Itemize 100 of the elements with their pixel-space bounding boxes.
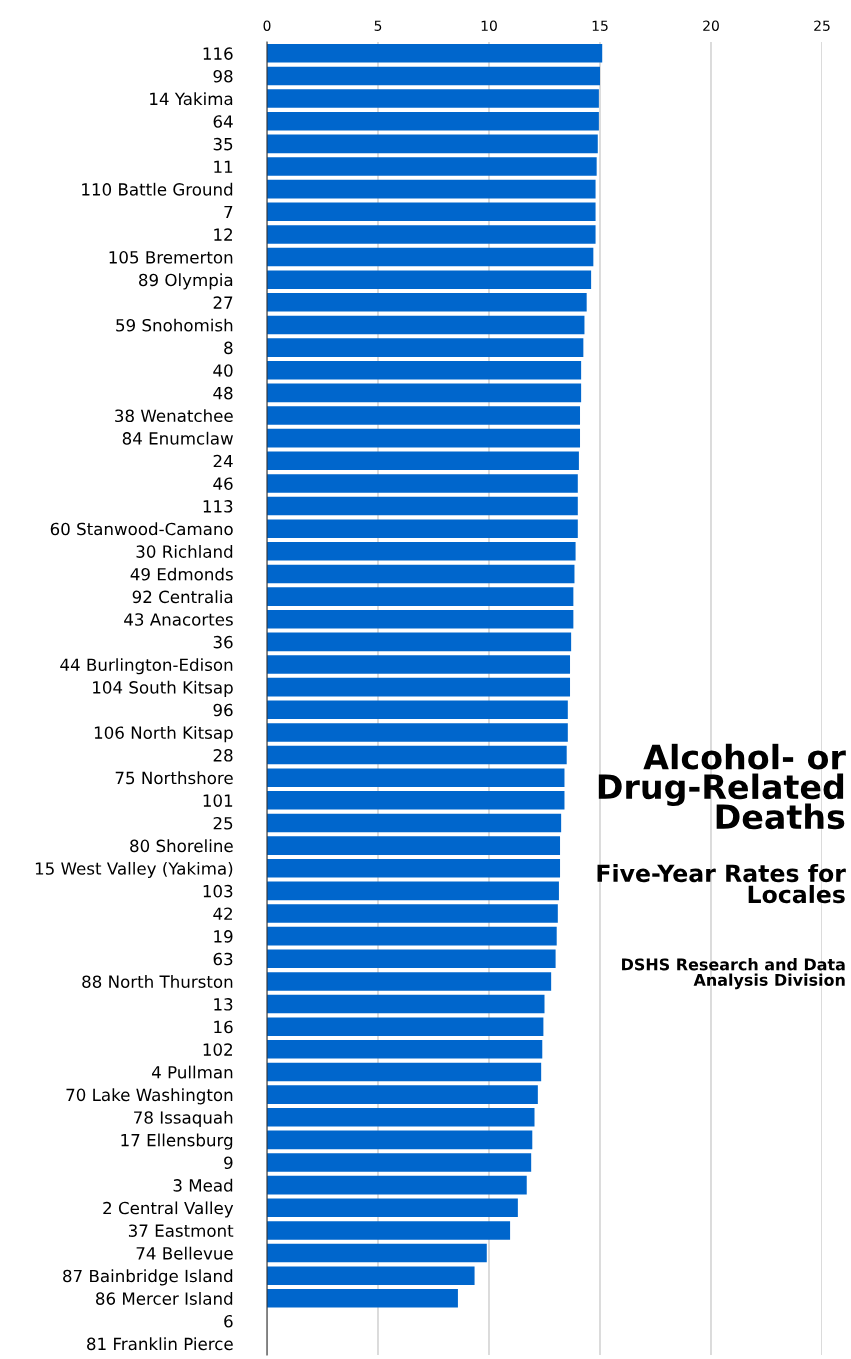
bar — [267, 700, 568, 720]
y-tick-label: 24 — [213, 454, 233, 468]
bar — [267, 881, 559, 901]
y-tick-label: 16 — [214, 1020, 233, 1034]
bar — [267, 768, 565, 787]
y-tick-label: 9 — [224, 1156, 233, 1170]
y-tick-label: 75 Northshore — [115, 771, 233, 785]
y-tick-label: 80 Shoreline — [130, 839, 233, 853]
bar — [267, 632, 572, 652]
bar — [267, 587, 574, 606]
bar — [267, 111, 599, 131]
y-tick-label: 63 — [213, 952, 233, 966]
bar — [267, 474, 578, 493]
bar — [267, 1130, 533, 1150]
y-tick-label: 89 Olympia — [139, 273, 233, 290]
y-tick-label: 64 — [213, 115, 233, 128]
bar — [267, 519, 578, 538]
bar — [267, 451, 579, 471]
y-tick-label: 43 Anacortes — [124, 613, 233, 626]
bar — [267, 383, 582, 403]
bar — [267, 1062, 542, 1082]
bar — [267, 858, 561, 878]
x-tick-label: 5 — [374, 20, 382, 31]
y-tick-label: 104 South Kitsap — [93, 680, 233, 697]
bar — [267, 1289, 458, 1308]
y-tick-label: 7 — [224, 205, 233, 219]
y-tick-label: 101 — [203, 794, 233, 807]
y-tick-label: 3 Mead — [173, 1178, 233, 1192]
bar — [267, 609, 574, 629]
bar — [267, 247, 594, 267]
bar — [267, 1040, 543, 1059]
bar — [267, 293, 587, 312]
y-tick-label: 11 — [214, 160, 233, 173]
y-tick-label: 35 — [213, 137, 233, 151]
x-tick-label: 25 — [814, 20, 830, 31]
bar — [267, 66, 600, 86]
y-tick-label: 60 Stanwood-Camano — [50, 522, 233, 536]
bar — [267, 926, 557, 946]
bar — [267, 89, 599, 108]
y-tick-label: 70 Lake Washington — [66, 1088, 233, 1105]
bar — [267, 564, 575, 584]
y-tick-label: 96 — [213, 703, 233, 717]
y-tick-label: 87 Bainbridge Island — [63, 1269, 233, 1286]
y-tick-label: 49 Edmonds — [130, 567, 233, 581]
bar — [267, 406, 581, 425]
bar — [267, 1085, 538, 1104]
bar — [267, 1266, 475, 1285]
y-tick-label: 42 — [213, 907, 232, 920]
bar — [267, 1221, 511, 1240]
bar — [267, 157, 597, 176]
bar — [267, 1107, 535, 1127]
y-tick-label: 103 — [203, 884, 233, 898]
bar — [267, 836, 561, 855]
bar — [267, 44, 603, 63]
y-tick-label: 106 North Kitsap — [94, 726, 233, 743]
y-tick-label: 8 — [224, 341, 233, 355]
y-tick-label: 78 Issaquah — [134, 1110, 233, 1128]
bar — [267, 904, 558, 923]
y-tick-label: 92 Centralia — [132, 590, 233, 604]
y-tick-label: 86 Mercer Island — [96, 1292, 233, 1305]
y-tick-label: 14 Yakima — [150, 92, 233, 106]
bar — [267, 972, 552, 991]
bar — [267, 134, 598, 154]
annotation: DSHS Research and Data Analysis Division — [622, 958, 845, 990]
y-tick-label: 17 Ellensburg — [121, 1133, 233, 1150]
bar — [267, 994, 545, 1014]
bar — [267, 1243, 487, 1263]
y-tick-label: 88 North Thurston — [82, 975, 233, 988]
x-tick-label: 20 — [703, 20, 719, 31]
bar — [267, 315, 585, 335]
x-tick-label: 10 — [481, 20, 497, 31]
bar — [267, 1198, 518, 1218]
y-tick-label: 4 Pullman — [151, 1065, 233, 1079]
bar — [267, 745, 567, 765]
y-tick-label: 28 — [213, 749, 233, 762]
y-tick-label: 37 Eastmont — [128, 1224, 234, 1237]
bar — [267, 225, 596, 244]
y-tick-label: 105 Bremerton — [109, 251, 233, 264]
x-tick-label: 15 — [592, 20, 608, 31]
text: Five-Year Rates for Locales — [597, 863, 846, 904]
bar — [267, 338, 584, 357]
bar — [267, 270, 592, 289]
y-tick-label: 98 — [213, 69, 233, 83]
y-tick-label: 38 Wenatchee — [115, 409, 233, 423]
y-tick-label: 44 Burlington-Edison — [60, 658, 233, 675]
y-tick-label: 12 — [214, 228, 232, 241]
bar — [267, 949, 556, 969]
y-tick-label: 74 Bellevue — [136, 1246, 233, 1260]
y-tick-label: 25 — [213, 816, 233, 830]
bar — [267, 428, 581, 448]
bar — [267, 655, 571, 674]
y-tick-label: 15 West Valley (Yakima) — [35, 861, 233, 879]
y-tick-label: 48 — [213, 386, 233, 400]
bar — [267, 677, 571, 697]
bar — [267, 1153, 532, 1172]
bar — [267, 1017, 544, 1036]
y-tick-label: 36 — [213, 635, 233, 649]
bar — [267, 723, 568, 742]
text: Alcohol- or Drug-Related Deaths — [598, 743, 846, 830]
y-tick-label: 2 Central Valley — [103, 1201, 234, 1218]
